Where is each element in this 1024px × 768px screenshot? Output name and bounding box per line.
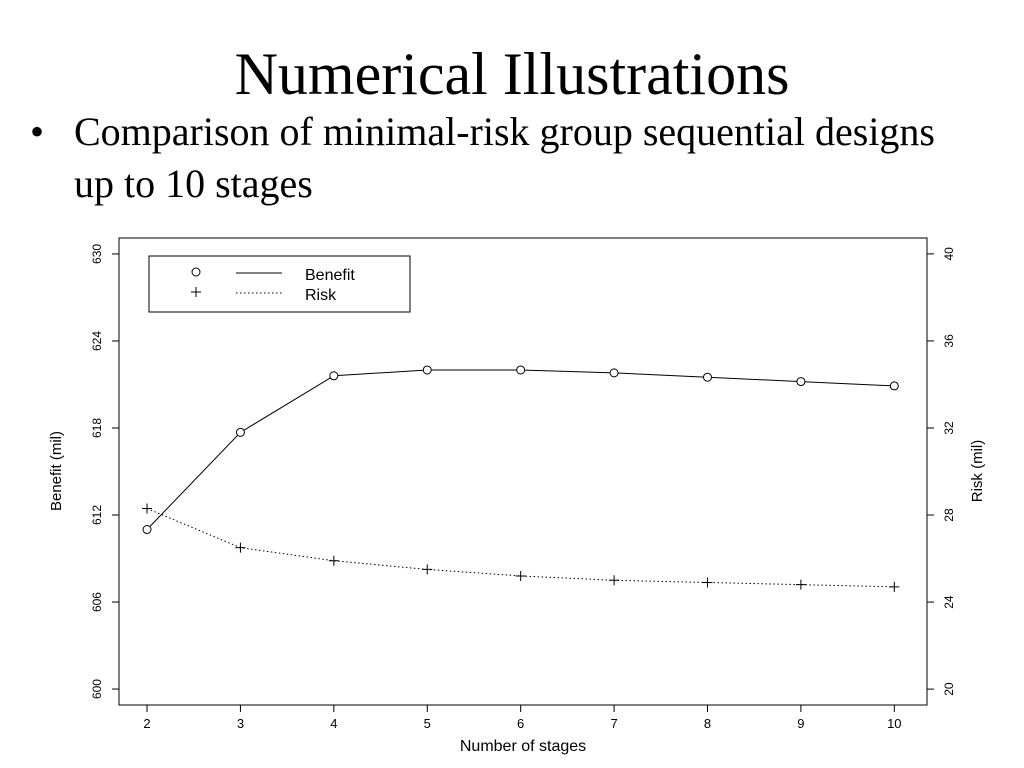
y-right-tick-label: 32 [942, 421, 956, 435]
y-left-tick-label: 612 [90, 505, 104, 525]
plot-frame [118, 237, 928, 706]
data-point-risk [702, 577, 713, 588]
y-left-tick-label: 606 [90, 592, 104, 612]
data-point-risk [422, 564, 433, 575]
series [142, 365, 900, 592]
x-tick-label: 9 [797, 716, 804, 731]
x-tick-label: 4 [330, 716, 337, 731]
y-right-tick-label: 28 [942, 508, 956, 522]
y-right-tick-label: 24 [942, 595, 956, 609]
data-point-benefit [142, 525, 152, 535]
y-axis-right-label: Risk (mil) [969, 440, 986, 502]
legend-benefit-label: Benefit [305, 267, 355, 284]
data-point-risk [795, 579, 806, 590]
x-tick-label: 2 [143, 716, 150, 731]
slide-title: Numerical Illustrations [234, 41, 790, 107]
bullet-dot-icon: • [30, 109, 45, 154]
data-point-benefit [609, 368, 619, 378]
bullet-text: Comparison of minimal-risk group sequent… [74, 109, 935, 206]
data-point-risk [889, 581, 900, 592]
x-tick-label: 8 [704, 716, 711, 731]
data-point-benefit [329, 371, 339, 381]
data-point-benefit [889, 381, 899, 391]
y-right-tick-label: 36 [942, 334, 956, 348]
data-point-risk [328, 555, 339, 566]
y-left-tick-label: 630 [90, 244, 104, 264]
y-left-tick-label: 600 [90, 679, 104, 699]
data-point-risk [235, 542, 246, 553]
x-tick-label: 10 [887, 716, 901, 731]
data-point-risk [142, 503, 153, 514]
data-point-benefit [516, 365, 526, 375]
legend-frame [148, 255, 411, 313]
data-point-benefit [702, 372, 712, 382]
y-axis-left-label: Benefit (mil) [48, 431, 65, 511]
x-tick-label: 7 [610, 716, 617, 731]
legend-risk-label: Risk [305, 287, 337, 304]
y-left-tick-label: 618 [90, 418, 104, 438]
series-line-benefit [146, 369, 895, 530]
legend-benefit-marker-icon [191, 267, 201, 277]
y-right-tick-label: 40 [942, 247, 956, 261]
data-point-benefit [235, 427, 245, 437]
data-point-risk [609, 575, 620, 586]
y-left-tick-label: 624 [90, 331, 104, 351]
x-tick-label: 6 [517, 716, 524, 731]
chart: 2 3 4 5 6 7 8 9 10 600 606 612 618 624 630 20 24 28 32 36 40… [48, 237, 986, 755]
data-point-benefit [422, 365, 432, 375]
x-axis-label: Number of stages [460, 738, 586, 755]
data-point-benefit [796, 377, 806, 387]
legend-risk-marker-icon [191, 287, 201, 297]
x-tick-label: 3 [237, 716, 244, 731]
x-tick-label: 5 [424, 716, 431, 731]
data-point-risk [515, 570, 526, 581]
legend: Benefit Risk [148, 255, 411, 313]
axes: 2 3 4 5 6 7 8 9 10 600 606 612 618 624 630 20 24 28 32 36 40 [90, 244, 956, 731]
series-line-risk [146, 508, 895, 588]
y-right-tick-label: 20 [942, 682, 956, 696]
